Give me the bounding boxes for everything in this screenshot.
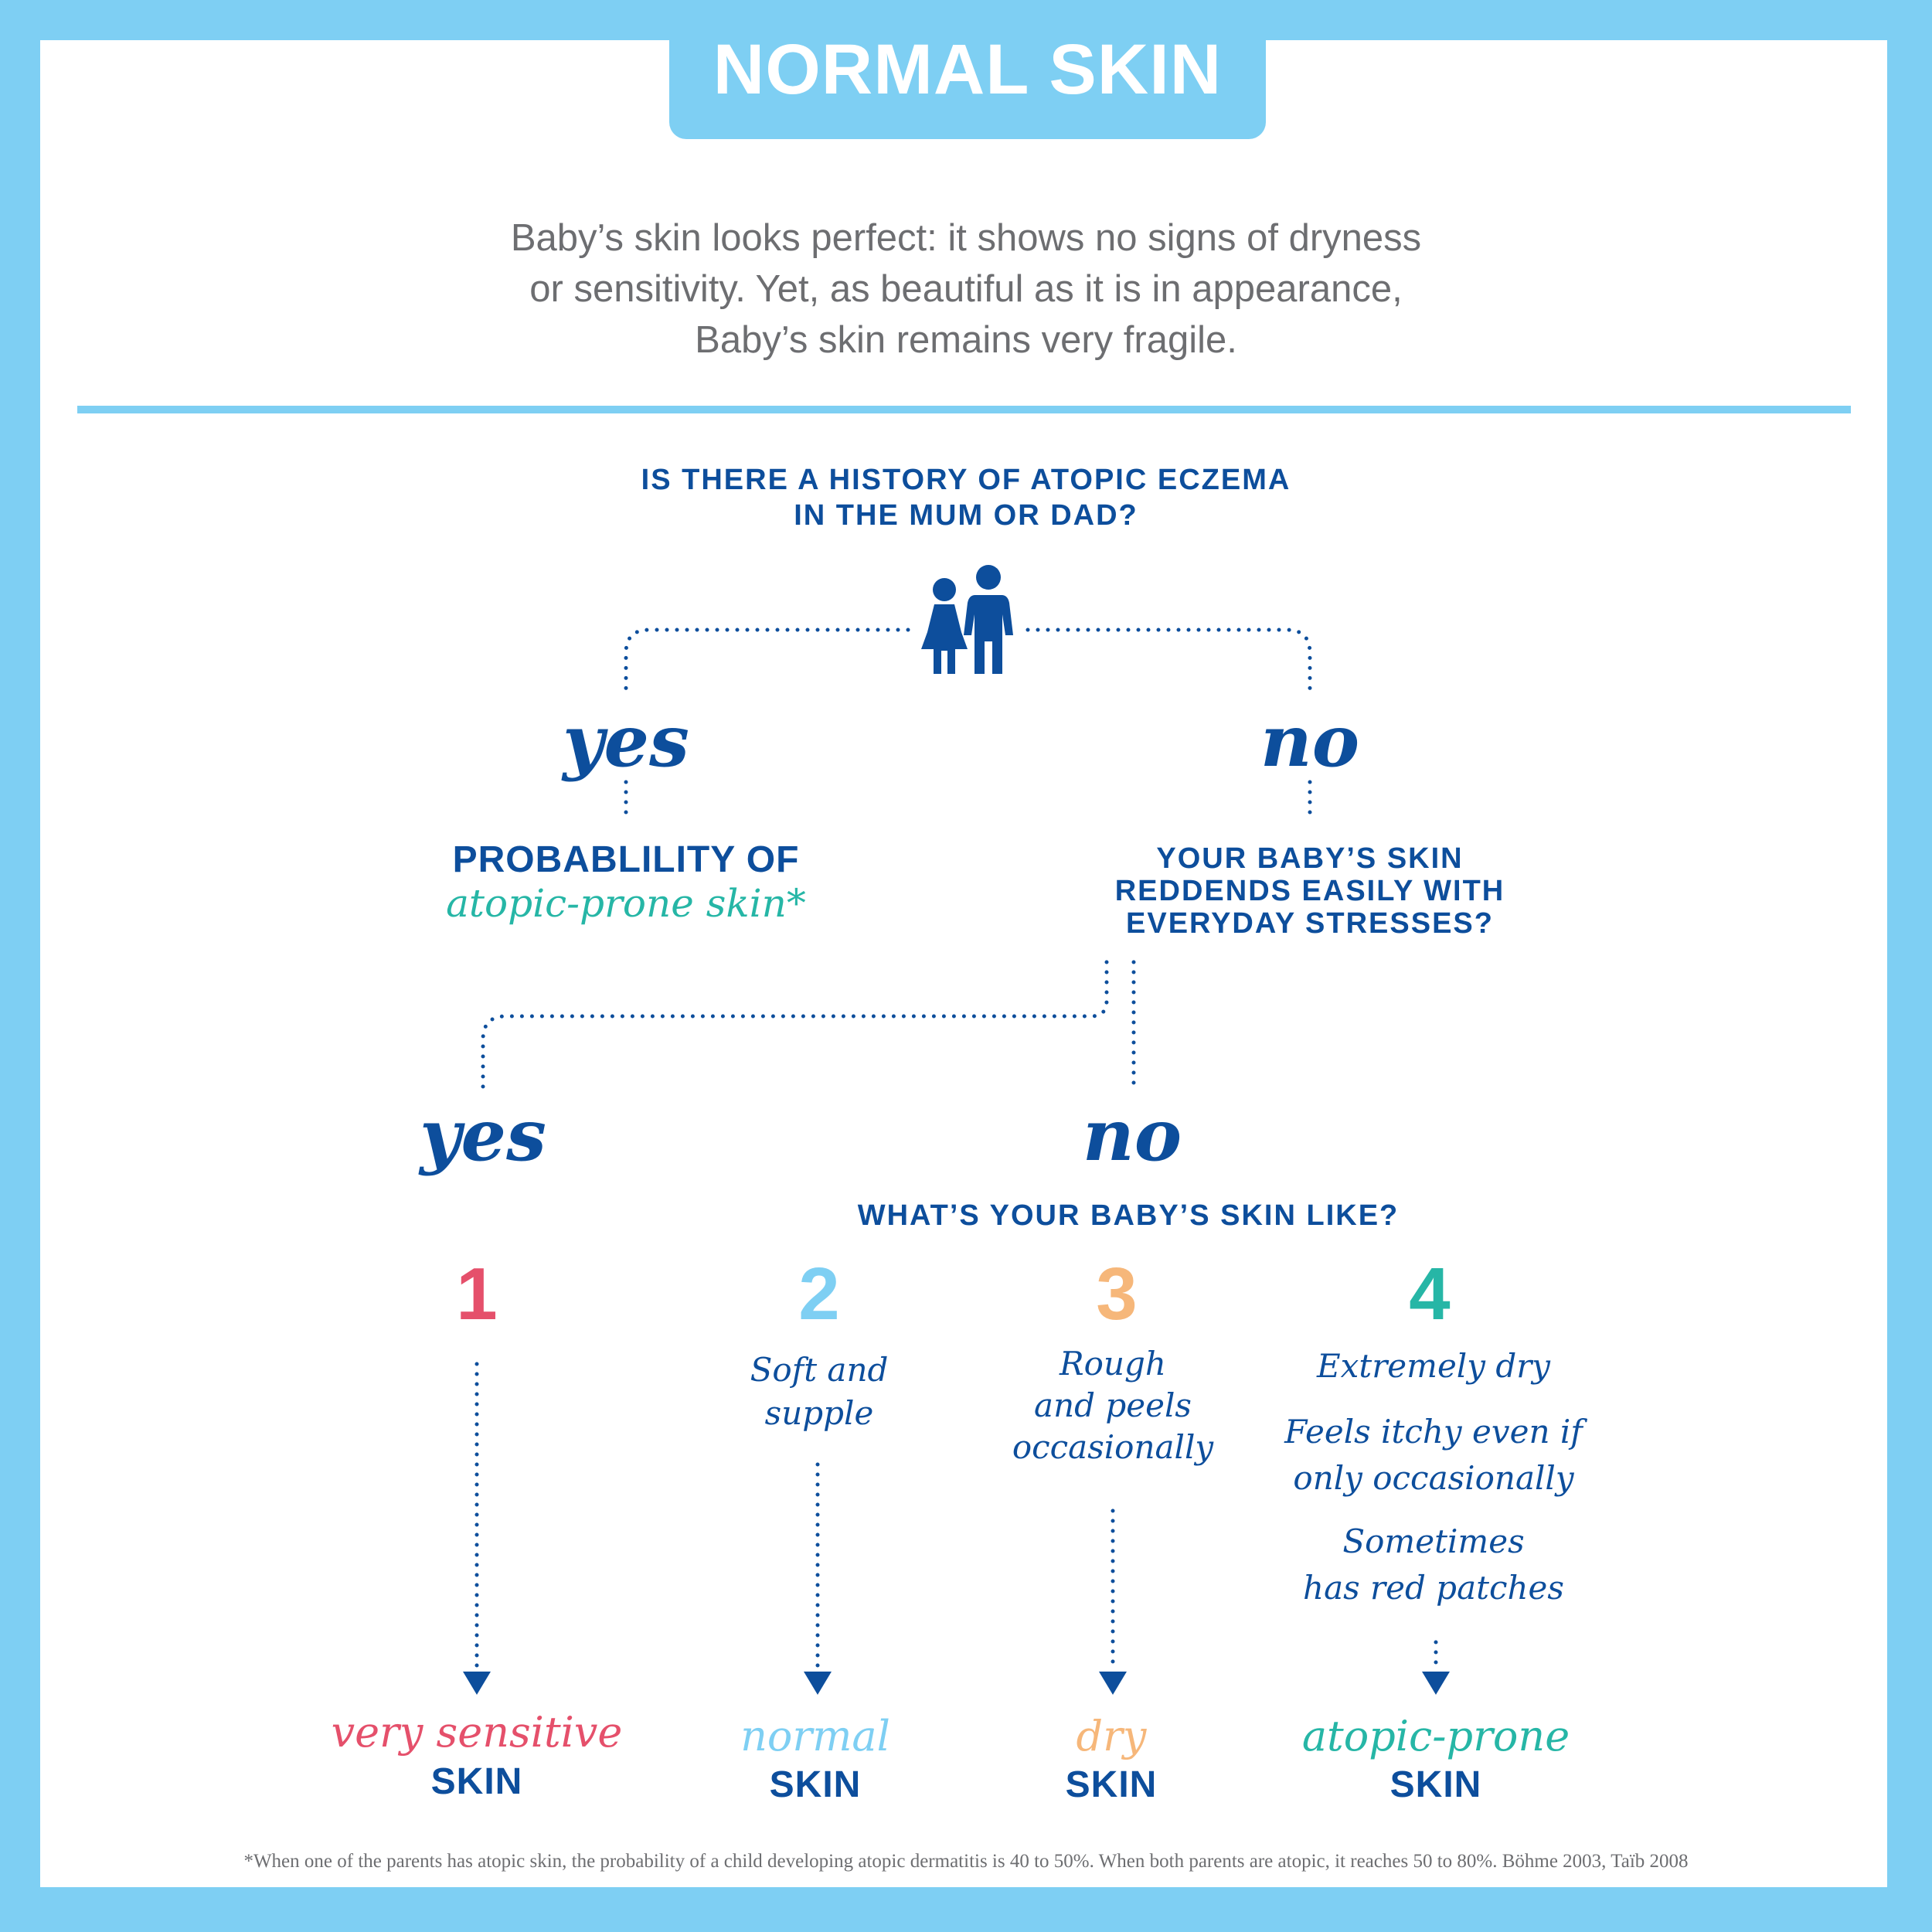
option-2-description: Soft and supple — [750, 1351, 889, 1432]
arrow-head — [1422, 1672, 1450, 1695]
option-3-number: 3 — [1096, 1253, 1138, 1335]
option-3-description: Rough and peels occasionally — [1012, 1345, 1214, 1466]
option-2-number: 2 — [798, 1253, 840, 1335]
question-reddens: YOUR BABY’S SKIN REDDENDS EASILY WITH EV… — [1114, 842, 1505, 940]
page-title: NORMAL SKIN — [669, 0, 1266, 139]
probability-label: PROBABLILITY OF — [452, 839, 800, 880]
question-skin-like: WHAT’S YOUR BABY’S SKIN LIKE? — [857, 1199, 1400, 1232]
result-3-skin: SKIN — [1065, 1764, 1158, 1805]
result-1-label: very sensitive — [331, 1708, 623, 1757]
arrow-head — [804, 1672, 832, 1695]
divider — [77, 406, 1851, 413]
result-2-skin: SKIN — [769, 1764, 862, 1805]
branch1-yes-label: yes — [563, 699, 689, 783]
option-4-description-3: Sometimes has red patches — [1303, 1522, 1564, 1607]
arrow-head — [1099, 1672, 1127, 1695]
branch1-no-label: no — [1260, 699, 1360, 783]
arrow-head — [463, 1672, 491, 1695]
branch2-no-label: no — [1082, 1094, 1182, 1177]
option-4-description-1: Extremely dry — [1316, 1347, 1551, 1385]
result-1-skin: SKIN — [430, 1761, 523, 1802]
intro-text: Baby’s skin looks perfect: it shows no s… — [510, 217, 1422, 361]
result-2-label: normal — [740, 1712, 890, 1760]
option-1-number: 1 — [456, 1253, 498, 1335]
question-atopic-history: IS THERE A HISTORY OF ATOPIC ECZEMA IN T… — [641, 464, 1291, 532]
option-4-description-2: Feels itchy even if only occasionally — [1284, 1413, 1583, 1497]
result-4-label: atopic-prone — [1301, 1712, 1570, 1760]
footnote: *When one of the parents has atopic skin… — [243, 1851, 1689, 1872]
branch2-yes-label: yes — [420, 1094, 546, 1177]
option-4-number: 4 — [1409, 1253, 1451, 1335]
atopic-prone-label: atopic-prone skin* — [446, 881, 806, 926]
result-3-label: dry — [1076, 1712, 1147, 1760]
result-4-skin: SKIN — [1389, 1764, 1482, 1805]
parents-icon — [921, 565, 1013, 674]
content-panel — [40, 40, 1887, 1887]
